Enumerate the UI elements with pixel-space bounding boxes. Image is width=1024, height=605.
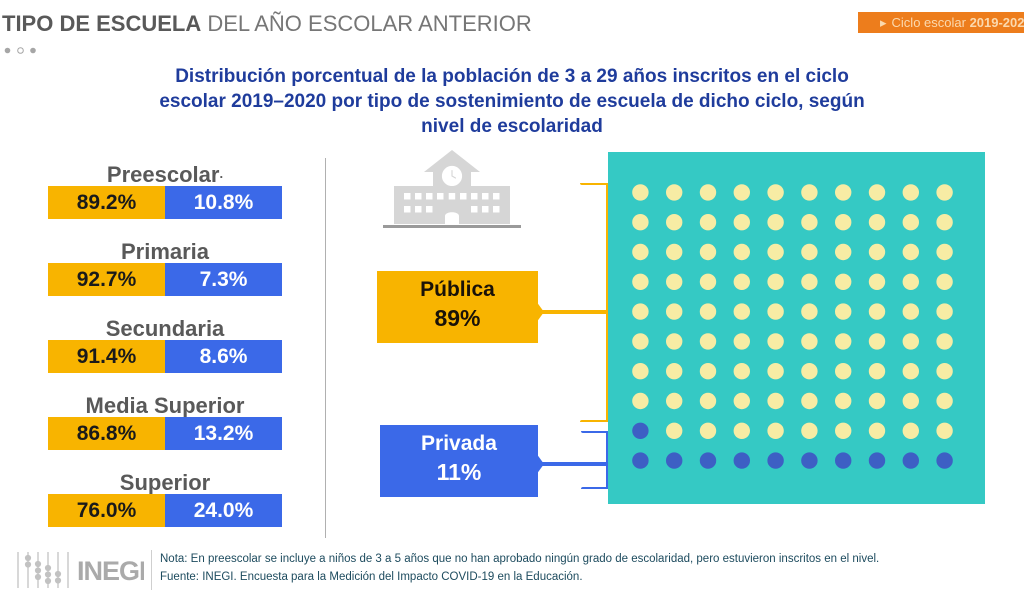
svg-text:INEGI: INEGI: [77, 556, 144, 586]
